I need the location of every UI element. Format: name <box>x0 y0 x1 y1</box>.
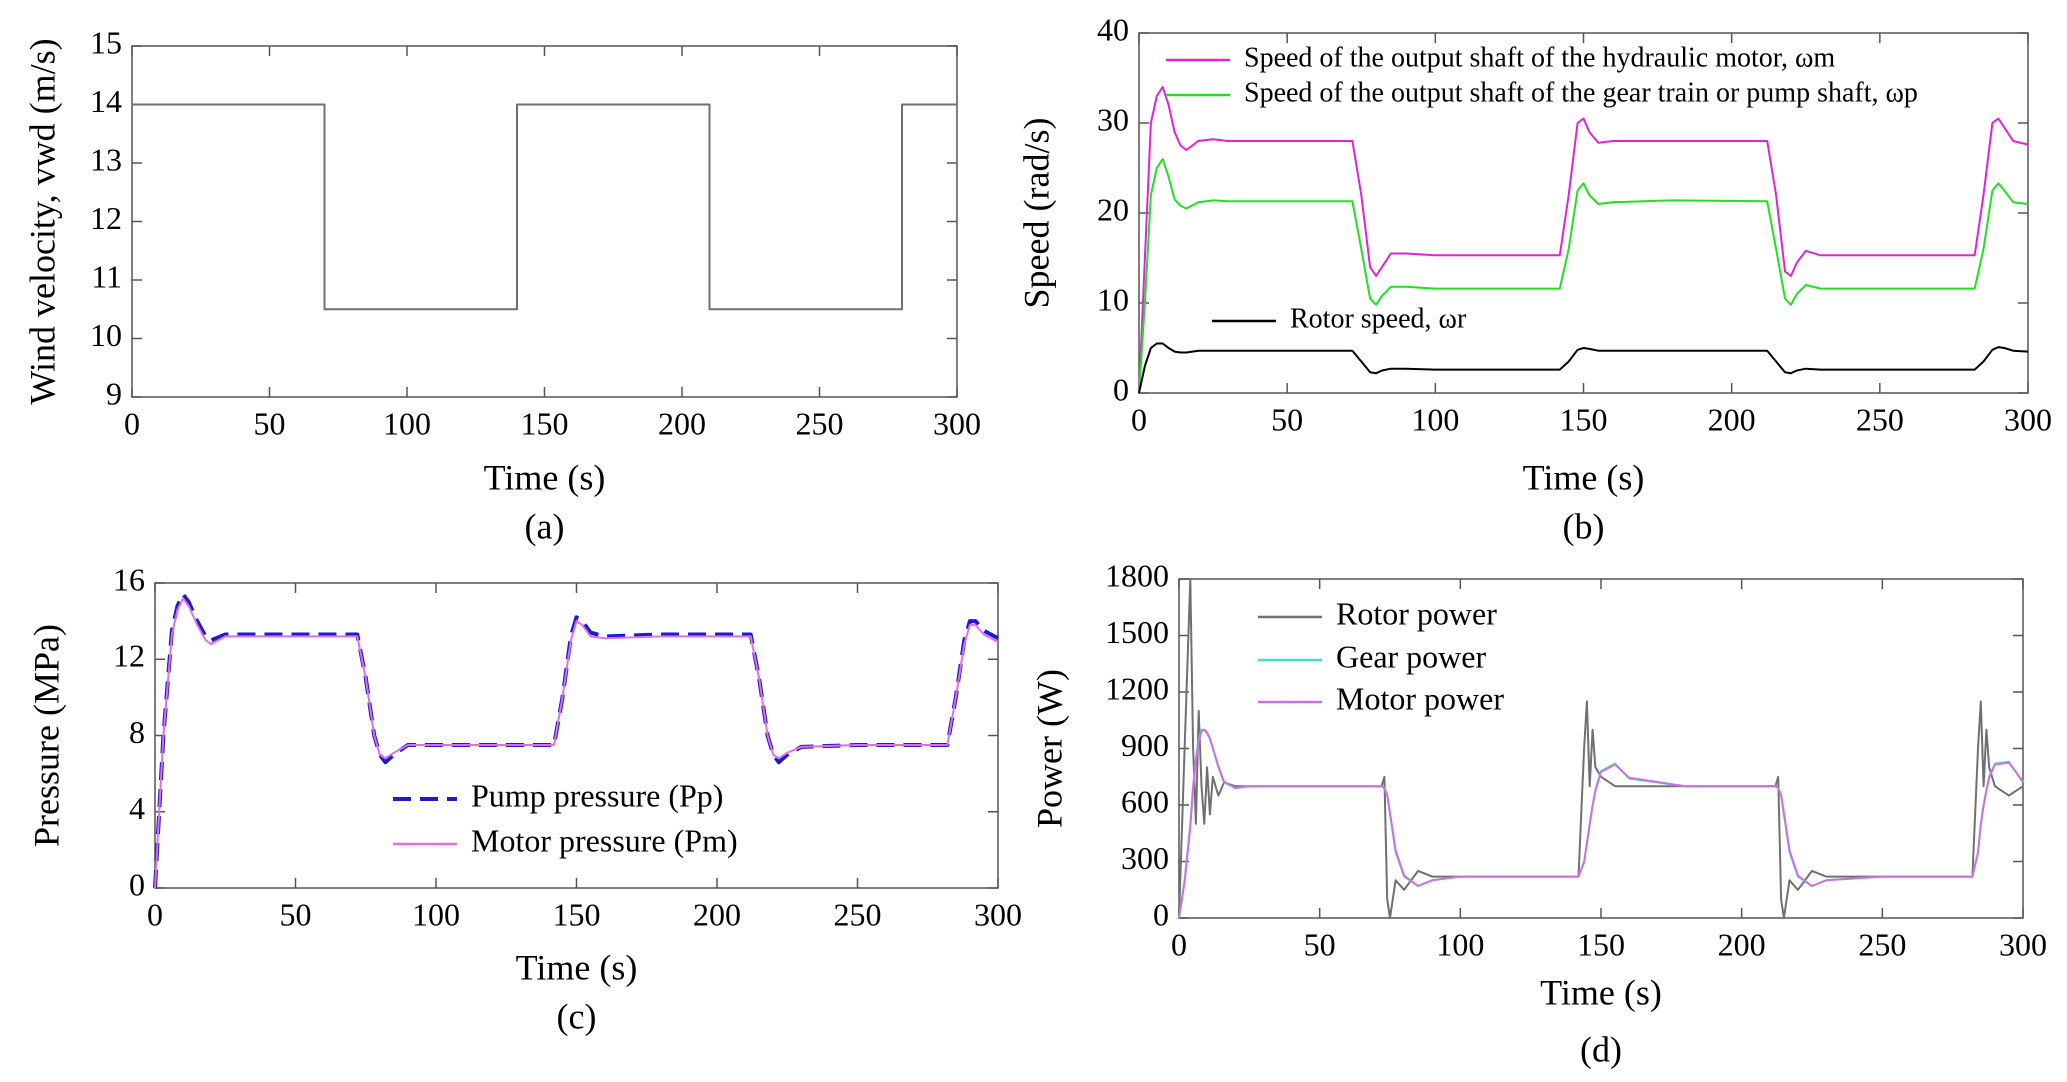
x-tick-label: 300 <box>974 896 1022 932</box>
series-line <box>1138 86 2029 394</box>
caption: (a) <box>525 506 565 546</box>
y-axis-label: Pressure (MPa) <box>26 624 66 847</box>
y-tick-label: 14 <box>90 83 122 119</box>
y-tick-label: 4 <box>129 790 145 826</box>
y-tick-label: 12 <box>113 638 145 674</box>
x-tick-label: 300 <box>933 405 981 441</box>
x-tick-label: 250 <box>1858 926 1906 962</box>
y-tick-label: 600 <box>1121 783 1169 819</box>
y-tick-label: 1200 <box>1105 670 1169 706</box>
x-tick-label: 200 <box>1718 926 1766 962</box>
y-tick-label: 11 <box>91 258 122 294</box>
caption: (c) <box>557 996 597 1036</box>
x-axis-label: Time (s) <box>1523 457 1645 497</box>
y-tick-label: 30 <box>1097 101 1129 137</box>
x-tick-label: 300 <box>1999 926 2047 962</box>
series-line <box>1178 728 2024 919</box>
y-tick-label: 1500 <box>1105 614 1169 650</box>
x-tick-label: 200 <box>693 896 741 932</box>
legend-label: Rotor power <box>1336 595 1497 631</box>
y-tick-label: 40 <box>1097 11 1129 47</box>
x-tick-label: 50 <box>1304 926 1336 962</box>
y-tick-label: 8 <box>129 714 145 750</box>
x-tick-label: 100 <box>1411 401 1459 437</box>
y-axis-label: Speed (rad/s) <box>1016 118 1056 309</box>
x-axis-label: Time (s) <box>1540 972 1662 1012</box>
legend-label: Speed of the output shaft of the gear tr… <box>1244 77 1918 108</box>
y-tick-label: 0 <box>1113 371 1129 407</box>
x-tick-label: 50 <box>280 896 312 932</box>
x-tick-label: 50 <box>1271 401 1303 437</box>
x-tick-label: 250 <box>834 896 882 932</box>
legend-label: Motor pressure (Pm) <box>471 822 738 858</box>
series-line <box>1138 342 2029 394</box>
x-tick-label: 0 <box>124 405 140 441</box>
y-tick-label: 20 <box>1097 191 1129 227</box>
x-tick-label: 300 <box>2004 401 2052 437</box>
series-line <box>1178 578 2024 919</box>
y-tick-label: 10 <box>90 317 122 353</box>
x-tick-label: 150 <box>521 405 569 441</box>
legend-label: Pump pressure (Pp) <box>471 777 723 813</box>
legend-label: Rotor speed, ωr <box>1290 303 1467 334</box>
x-tick-label: 150 <box>1560 401 1608 437</box>
x-tick-label: 150 <box>553 896 601 932</box>
x-axis-label: Time (s) <box>484 457 606 497</box>
y-tick-label: 900 <box>1121 727 1169 763</box>
y-tick-label: 13 <box>90 141 122 177</box>
x-tick-label: 200 <box>1708 401 1756 437</box>
y-tick-label: 9 <box>106 375 122 411</box>
y-tick-label: 16 <box>113 561 145 597</box>
caption: (b) <box>1563 506 1605 546</box>
legend-label: Gear power <box>1336 638 1486 674</box>
x-tick-label: 0 <box>147 896 163 932</box>
series-line <box>154 597 999 889</box>
series-line <box>1138 158 2029 394</box>
y-tick-label: 1800 <box>1105 557 1169 593</box>
x-tick-label: 200 <box>658 405 706 441</box>
series-line <box>153 592 999 889</box>
y-axis-label: Power (W) <box>1029 669 1069 828</box>
x-tick-label: 0 <box>1171 926 1187 962</box>
series-line <box>132 103 957 311</box>
x-axis-label: Time (s) <box>516 947 638 987</box>
x-tick-label: 250 <box>1856 401 1904 437</box>
y-tick-label: 0 <box>129 866 145 902</box>
x-tick-label: 100 <box>383 405 431 441</box>
y-axis-label: Wind velocity, vwd (m/s) <box>22 38 62 404</box>
legend-label: Motor power <box>1336 680 1504 716</box>
legend-label: Speed of the output shaft of the hydraul… <box>1244 42 1835 73</box>
x-tick-label: 100 <box>412 896 460 932</box>
plot-frame <box>131 45 958 398</box>
x-tick-label: 0 <box>1131 401 1147 437</box>
x-tick-label: 250 <box>796 405 844 441</box>
y-tick-label: 10 <box>1097 281 1129 317</box>
y-tick-label: 15 <box>90 24 122 60</box>
y-tick-label: 300 <box>1121 840 1169 876</box>
x-tick-label: 150 <box>1577 926 1625 962</box>
y-tick-label: 12 <box>90 200 122 236</box>
caption: (d) <box>1580 1029 1622 1069</box>
series-line <box>1178 728 2024 919</box>
x-tick-label: 50 <box>254 405 286 441</box>
plot-frame <box>1178 578 2024 919</box>
x-tick-label: 100 <box>1436 926 1484 962</box>
y-tick-label: 0 <box>1153 896 1169 932</box>
